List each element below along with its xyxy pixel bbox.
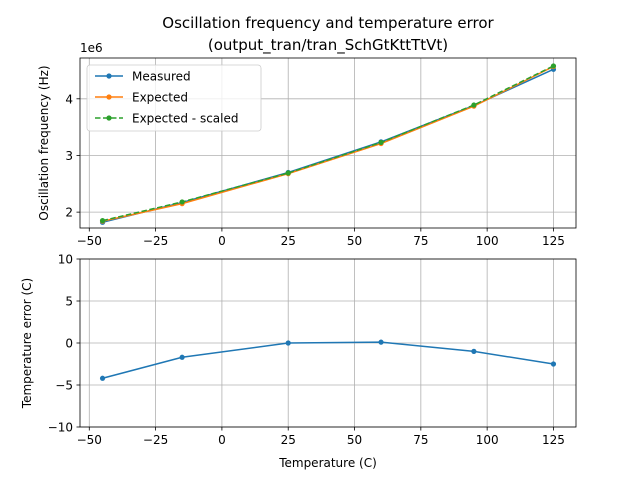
legend-label: Expected <box>132 91 188 105</box>
legend-label: Measured <box>132 70 191 84</box>
y-tick-label: 3 <box>65 149 73 163</box>
x-tick-label: 100 <box>476 433 499 447</box>
legend-box <box>86 64 262 132</box>
plot-frame <box>79 57 577 229</box>
y-offset-label: 1e6 <box>80 41 103 55</box>
legend-marker <box>106 115 112 121</box>
x-tick-label: 50 <box>347 234 362 248</box>
legend: Measured Expected Expected - scaled <box>86 64 262 132</box>
y-axis-label: Temperature error (C) <box>20 278 34 409</box>
data-point <box>285 170 291 176</box>
data-point <box>550 63 557 69</box>
data-point <box>471 348 477 354</box>
data-point <box>378 139 384 146</box>
x-tick-label: −50 <box>77 433 102 447</box>
data-point <box>99 218 106 224</box>
data-point <box>378 339 384 345</box>
data-point <box>179 199 185 205</box>
legend-label: Expected - scaled <box>132 112 238 126</box>
y-tick-label: 10 <box>58 253 73 267</box>
x-tick-label: 75 <box>413 234 428 248</box>
data-point <box>471 102 477 108</box>
y-tick-label: 2 <box>65 206 73 220</box>
legend-marker <box>106 73 112 79</box>
x-tick-label: 25 <box>281 433 296 447</box>
temperature-error-panel: −50 −25 0 25 50 75 100 125−10−50510Temperature … <box>20 253 577 470</box>
legend-marker <box>106 94 112 100</box>
x-tick-label: −25 <box>143 234 168 248</box>
chart-subtitle: (output_tran/tran_SchGtKttTtVt) <box>208 36 448 55</box>
y-tick-label: 0 <box>65 337 73 351</box>
series-line-expected-scaled <box>102 65 554 222</box>
x-tick-label: −25 <box>143 433 168 447</box>
series-line-expected <box>102 65 554 222</box>
y-tick-label: −5 <box>55 379 73 393</box>
y-tick-label: 5 <box>65 295 73 309</box>
data-point <box>99 375 106 381</box>
x-tick-label: 0 <box>218 433 226 447</box>
x-tick-label: 75 <box>413 433 428 447</box>
chart-title: Oscillation frequency and temperature er… <box>162 14 494 32</box>
y-tick-label: 4 <box>65 92 73 106</box>
x-tick-label: 125 <box>542 433 565 447</box>
x-tick-label: 50 <box>347 433 362 447</box>
y-axis-label: Oscillation frequency (Hz) <box>37 65 51 220</box>
x-tick-label: −50 <box>77 234 102 248</box>
data-point <box>285 340 291 346</box>
x-tick-label: 25 <box>281 234 296 248</box>
series-line-temperature-error <box>102 341 554 380</box>
x-tick-label: 125 <box>542 234 565 248</box>
x-tick-label: 100 <box>476 234 499 248</box>
frequency-panel: −50 −25 0 25 50 75 100 125 2 3 4 Oscillation freque… <box>37 41 577 248</box>
data-point <box>179 354 185 360</box>
data-point <box>550 361 557 367</box>
y-tick-label: −10 <box>48 421 73 435</box>
x-tick-label: 0 <box>218 234 226 248</box>
x-axis-label: Temperature (C) <box>278 456 377 470</box>
